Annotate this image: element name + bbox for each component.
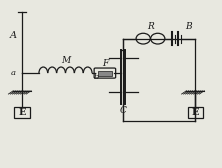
Text: b: b: [93, 73, 99, 81]
Bar: [14, 107, 30, 118]
Text: a: a: [11, 69, 16, 77]
Bar: [98, 71, 112, 76]
Text: E: E: [192, 108, 199, 117]
Text: F: F: [102, 59, 108, 68]
Text: C: C: [120, 106, 127, 115]
Text: M: M: [61, 56, 70, 65]
Text: B: B: [185, 22, 191, 31]
Bar: [188, 107, 203, 118]
Text: E: E: [18, 108, 26, 117]
Text: R: R: [147, 22, 154, 31]
FancyBboxPatch shape: [94, 68, 116, 78]
Text: A: A: [10, 31, 17, 40]
